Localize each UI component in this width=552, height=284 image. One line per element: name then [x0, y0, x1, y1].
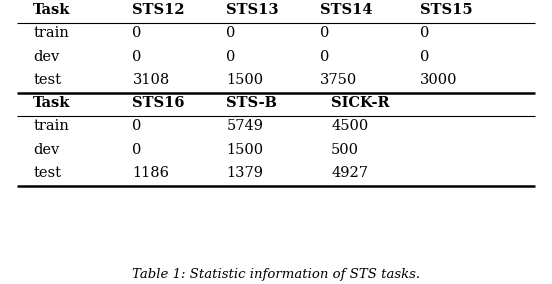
Text: 4500: 4500: [331, 119, 368, 133]
Text: 0: 0: [132, 49, 142, 64]
Text: train: train: [33, 26, 69, 40]
Text: Task: Task: [33, 3, 71, 17]
Text: 0: 0: [420, 49, 429, 64]
Text: 3108: 3108: [132, 73, 169, 87]
Text: STS14: STS14: [320, 3, 373, 17]
Text: SICK-R: SICK-R: [331, 96, 390, 110]
Text: Task: Task: [33, 96, 71, 110]
Text: Table 1: Statistic information of STS tasks.: Table 1: Statistic information of STS ta…: [132, 268, 420, 281]
Text: 1500: 1500: [226, 143, 263, 157]
Text: 3000: 3000: [420, 73, 457, 87]
Text: 0: 0: [420, 26, 429, 40]
Text: 0: 0: [320, 26, 330, 40]
Text: 500: 500: [331, 143, 359, 157]
Text: 0: 0: [132, 119, 142, 133]
Text: test: test: [33, 166, 61, 180]
Text: 0: 0: [132, 26, 142, 40]
Text: 3750: 3750: [320, 73, 357, 87]
Text: train: train: [33, 119, 69, 133]
Text: dev: dev: [33, 143, 60, 157]
Text: 1186: 1186: [132, 166, 169, 180]
Text: 0: 0: [320, 49, 330, 64]
Text: 0: 0: [226, 26, 236, 40]
Text: 1500: 1500: [226, 73, 263, 87]
Text: 5749: 5749: [226, 119, 263, 133]
Text: 4927: 4927: [331, 166, 368, 180]
Text: dev: dev: [33, 49, 60, 64]
Text: 0: 0: [132, 143, 142, 157]
Text: 1379: 1379: [226, 166, 263, 180]
Text: STS-B: STS-B: [226, 96, 277, 110]
Text: STS12: STS12: [132, 3, 185, 17]
Text: STS13: STS13: [226, 3, 279, 17]
Text: STS15: STS15: [420, 3, 472, 17]
Text: 0: 0: [226, 49, 236, 64]
Text: STS16: STS16: [132, 96, 185, 110]
Text: test: test: [33, 73, 61, 87]
